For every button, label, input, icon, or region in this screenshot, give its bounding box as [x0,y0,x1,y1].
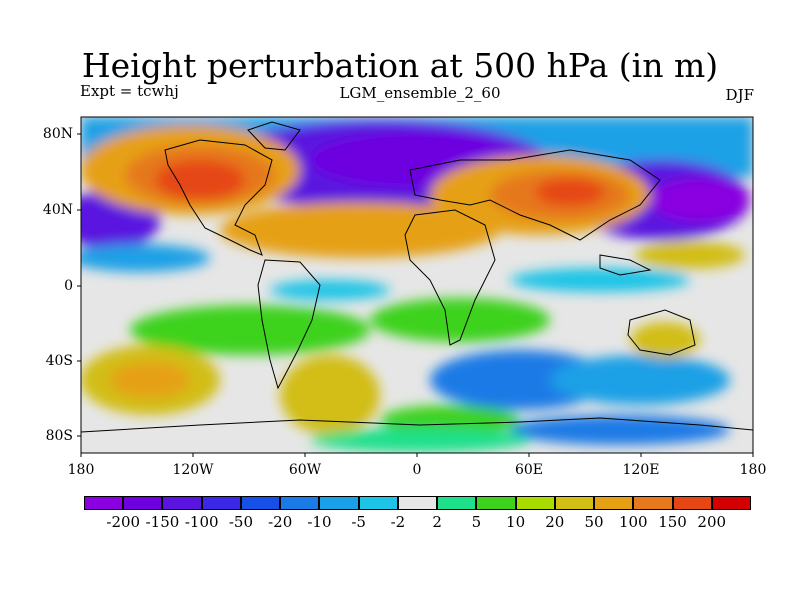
colorbar-swatch [515,496,555,510]
colorbar-label: -200 [106,513,141,531]
colorbar-swatch [437,496,477,510]
lat-label-80n: 80N [42,126,73,142]
colorbar-swatch [358,496,398,510]
colorbar-label: 100 [618,513,648,531]
colorbar-swatch [240,496,281,510]
colorbar-label: -10 [307,513,332,531]
colorbar-label: 200 [697,513,727,531]
lon-label-120e: 120E [622,462,660,478]
colorbar-swatch [476,496,516,510]
colorbar-swatch [319,496,359,510]
lon-label-180e: 180 [739,462,767,478]
colorbar-swatch [672,496,712,510]
colorbar-label: 150 [658,513,687,531]
lat-label-80s: 80S [45,428,73,444]
colorbar-swatch [123,496,163,510]
lon-label-60w: 60W [288,462,322,478]
colorbar-swatch [162,496,202,510]
height-field [81,117,753,453]
colorbar-swatch [594,496,634,510]
lat-label-40n: 40N [42,202,73,218]
colorbar-swatch [84,496,124,510]
map-title: Height perturbation at 500 hPa (in m) [81,46,719,85]
colorbar-swatch [554,496,595,510]
lon-label-120w: 120W [172,462,214,478]
colorbar-label: 10 [506,513,526,531]
colorbar-swatch [201,496,241,510]
colorbar-label: -50 [228,513,254,531]
coastlines [81,121,753,433]
colorbar-label: 20 [545,513,565,531]
experiment-label: Expt = tcwhj [80,82,179,100]
lon-label-60e: 60E [514,462,544,478]
colorbar-label: 50 [584,513,604,531]
lat-label-eq: 0 [64,278,73,294]
lon-label-0: 0 [412,462,422,478]
colorbar-label: 2 [432,513,442,531]
colorbar-label: -5 [351,513,366,531]
colorbar-label: 5 [471,513,482,531]
colorbar-label: -100 [184,513,219,531]
axis-ticks [77,133,754,457]
colorbar-swatch [280,496,320,510]
colorbar [84,496,751,510]
colorbar-label: -150 [145,513,180,531]
run-name-label: LGM_ensemble_2_60 [339,84,501,102]
colorbar-label: -2 [390,513,406,531]
colorbar-swatch [397,496,438,510]
lat-label-40s: 40S [45,353,73,369]
colorbar-swatch [633,496,673,510]
colorbar-swatch [711,496,751,510]
lon-label-180w: 180 [67,462,95,478]
colorbar-label: -20 [268,513,293,531]
season-label: DJF [725,86,754,104]
